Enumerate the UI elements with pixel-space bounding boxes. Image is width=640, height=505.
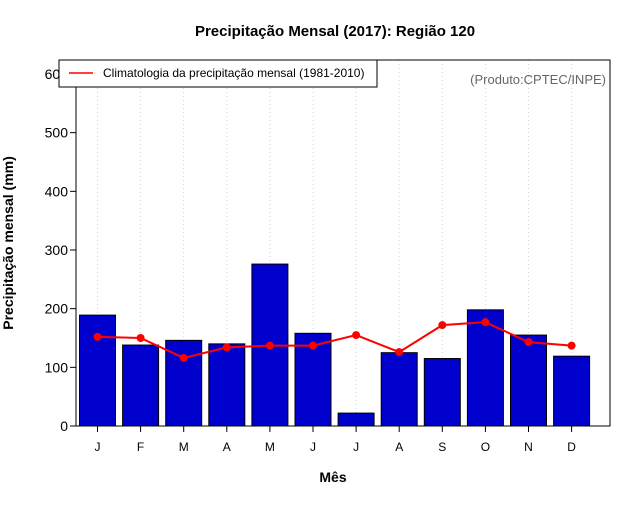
x-tick-label-11: D xyxy=(567,440,576,454)
x-tick-label-4: M xyxy=(265,440,275,454)
climatology-point-2 xyxy=(179,353,188,362)
chart-title: Precipitação Mensal (2017): Região 120 xyxy=(195,23,475,40)
bar-series xyxy=(79,263,591,427)
legend-entry-climatology: Climatologia da precipitação mensal (198… xyxy=(103,66,364,80)
x-tick-label-2: M xyxy=(179,440,189,454)
x-tick-label-3: A xyxy=(223,440,231,454)
y-tick-label-2: 200 xyxy=(45,301,69,317)
climatology-point-3 xyxy=(222,343,231,352)
climatology-point-8 xyxy=(438,321,447,330)
x-tick-label-0: J xyxy=(95,440,101,454)
legend: Climatologia da precipitação mensal (198… xyxy=(58,59,378,88)
bar-1 xyxy=(122,344,160,427)
climatology-point-1 xyxy=(136,334,145,342)
climatology-point-9 xyxy=(481,318,490,327)
y-tick-label-5: 500 xyxy=(45,125,69,141)
climatology-point-7 xyxy=(395,348,404,357)
climatology-point-0 xyxy=(93,332,102,341)
bar-10 xyxy=(510,334,547,427)
climatology-point-11 xyxy=(567,341,576,350)
x-tick-label-5: J xyxy=(310,440,316,454)
y-axis-label: Precipitação mensal (mm) xyxy=(0,156,16,330)
climatology-point-6 xyxy=(352,331,361,340)
climatology-point-5 xyxy=(309,341,317,350)
climatology-line xyxy=(97,321,572,360)
climatology-series xyxy=(93,318,576,362)
y-tick-label-3: 300 xyxy=(45,242,69,258)
x-tick-label-9: O xyxy=(481,440,490,454)
x-tick-label-8: S xyxy=(438,440,446,454)
bar-0 xyxy=(79,314,116,427)
climatology-point-4 xyxy=(265,341,274,350)
y-tick-label-4: 400 xyxy=(45,183,69,199)
y-tick-label-0: 0 xyxy=(60,418,68,434)
source-annotation: (Produto:CPTEC/INPE) xyxy=(470,72,606,87)
legend-box xyxy=(58,59,378,88)
bar-9 xyxy=(466,309,504,427)
x-axis-label: Mês xyxy=(319,469,346,485)
climatology-point-10 xyxy=(524,338,533,347)
x-tick-label-1: F xyxy=(137,440,144,454)
x-tick-label-7: A xyxy=(395,440,403,454)
bar-8 xyxy=(423,358,461,427)
x-tick-label-10: N xyxy=(524,440,533,454)
bar-11 xyxy=(553,355,591,427)
bar-3 xyxy=(208,343,246,427)
bar-7 xyxy=(380,352,418,427)
x-tick-label-6: J xyxy=(353,440,359,454)
y-tick-label-1: 100 xyxy=(45,359,69,375)
bar-6 xyxy=(337,412,375,427)
